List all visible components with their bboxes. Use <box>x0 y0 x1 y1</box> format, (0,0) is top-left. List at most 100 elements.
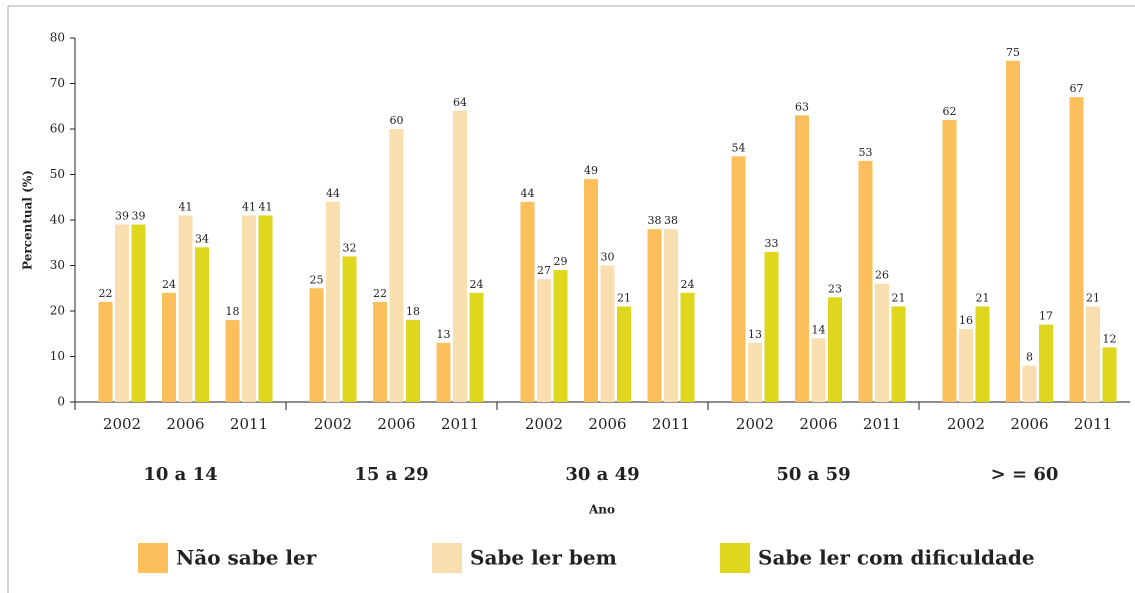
y-tick-label: 10 <box>50 349 65 363</box>
bar <box>309 288 324 402</box>
value-label: 41 <box>242 200 256 213</box>
bar <box>942 119 957 403</box>
bar <box>131 224 146 402</box>
x-tick-label: 2011 <box>863 415 901 433</box>
bar <box>520 201 535 402</box>
x-tick-label: 2011 <box>441 415 479 433</box>
value-label: 41 <box>259 200 273 213</box>
bar <box>1006 60 1020 402</box>
x-tick-label: 2006 <box>377 415 415 433</box>
legend-swatch <box>138 543 168 573</box>
y-tick-label: 30 <box>50 258 65 272</box>
x-tick-label: 2006 <box>799 415 837 433</box>
value-label: 24 <box>681 278 695 291</box>
bar <box>453 110 467 403</box>
bar <box>959 329 973 402</box>
value-label: 21 <box>976 291 990 304</box>
bar <box>258 215 273 402</box>
bar <box>600 265 615 402</box>
bar <box>98 301 113 402</box>
bar <box>115 224 129 402</box>
value-label: 38 <box>664 214 678 227</box>
x-tick-label: 2002 <box>525 415 563 433</box>
bar <box>811 338 826 402</box>
bar <box>664 229 678 402</box>
x-tick-label: 2002 <box>736 415 774 433</box>
value-label: 18 <box>406 305 420 318</box>
bar <box>875 283 889 402</box>
value-label: 13 <box>748 328 762 341</box>
x-tick-label: 2006 <box>588 415 626 433</box>
bar <box>584 179 598 402</box>
bar <box>764 251 779 402</box>
bar <box>326 201 340 402</box>
value-label: 25 <box>310 273 324 286</box>
bar <box>731 156 746 402</box>
value-label: 21 <box>892 291 906 304</box>
value-label: 60 <box>390 114 404 127</box>
value-label: 62 <box>943 105 957 118</box>
bar <box>617 306 631 402</box>
x-tick-label: 2006 <box>1010 415 1048 433</box>
y-tick-label: 0 <box>57 395 65 409</box>
group-label: > = 60 <box>991 464 1059 485</box>
bar <box>225 320 240 402</box>
value-label: 67 <box>1070 82 1084 95</box>
value-label: 12 <box>1103 332 1117 345</box>
x-axis-label: Ano <box>588 503 615 517</box>
bar <box>537 279 551 402</box>
x-tick-label: 2002 <box>314 415 352 433</box>
bar <box>469 292 484 402</box>
value-label: 49 <box>584 164 598 177</box>
value-label: 63 <box>795 100 809 113</box>
legend-label: Sabe ler bem <box>470 546 617 570</box>
bar <box>436 342 451 402</box>
y-tick-label: 60 <box>50 122 65 136</box>
bar <box>406 320 420 402</box>
legend-label: Não sabe ler <box>176 546 317 570</box>
bar <box>1102 347 1117 402</box>
legend-label: Sabe ler com dificuldade <box>758 546 1035 570</box>
value-label: 23 <box>828 282 842 295</box>
bar <box>1069 97 1084 403</box>
bar <box>342 256 357 402</box>
group-label: 50 a 59 <box>776 464 850 485</box>
value-label: 8 <box>1026 351 1033 364</box>
value-label: 44 <box>521 187 535 200</box>
value-label: 54 <box>732 141 746 154</box>
value-label: 21 <box>1086 291 1100 304</box>
legend-swatch <box>720 543 750 573</box>
group-label: 30 a 49 <box>565 464 639 485</box>
value-label: 32 <box>343 241 357 254</box>
bar <box>1022 365 1037 402</box>
value-label: 75 <box>1006 46 1020 59</box>
group-label: 15 a 29 <box>354 464 428 485</box>
y-tick-label: 20 <box>50 304 65 318</box>
bar <box>795 115 809 402</box>
bar <box>389 129 404 402</box>
value-label: 29 <box>554 255 568 268</box>
legend-swatch <box>432 543 462 573</box>
bar <box>242 215 256 402</box>
bar <box>178 215 193 402</box>
value-label: 34 <box>195 232 209 245</box>
value-label: 24 <box>162 278 176 291</box>
bar <box>975 306 990 402</box>
value-label: 64 <box>453 96 467 109</box>
bar <box>891 306 906 402</box>
value-label: 39 <box>132 210 146 223</box>
bar <box>680 292 695 402</box>
value-label: 53 <box>859 146 873 159</box>
value-label: 18 <box>226 305 240 318</box>
group-label: 10 a 14 <box>143 464 217 485</box>
value-label: 41 <box>179 200 193 213</box>
x-tick-label: 2002 <box>947 415 985 433</box>
bar <box>373 301 387 402</box>
value-label: 33 <box>765 237 779 250</box>
value-label: 44 <box>326 187 340 200</box>
y-tick-label: 70 <box>50 76 65 90</box>
value-label: 22 <box>99 287 113 300</box>
bar <box>647 229 662 402</box>
value-label: 39 <box>115 210 129 223</box>
